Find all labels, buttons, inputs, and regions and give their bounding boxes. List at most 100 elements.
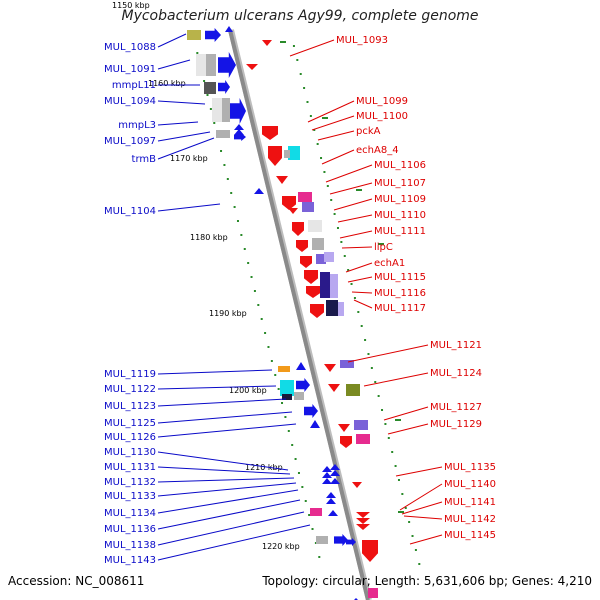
track-tick bbox=[381, 409, 384, 411]
leader-line bbox=[363, 372, 429, 387]
gene-block bbox=[326, 300, 338, 316]
leader-line bbox=[157, 33, 187, 48]
leader-line bbox=[157, 499, 301, 530]
track-tick bbox=[297, 472, 300, 474]
kbp-marker: 1190 kbp bbox=[209, 309, 247, 318]
gene-arrow-reverse bbox=[324, 364, 336, 372]
track-tick bbox=[401, 493, 404, 495]
track-tick bbox=[311, 528, 314, 530]
gene-label-MUL_1099: MUL_1099 bbox=[356, 96, 408, 107]
leader-line bbox=[329, 182, 373, 195]
track-tick bbox=[343, 255, 346, 257]
gene-label-mmpL3: mmpL3 bbox=[118, 120, 156, 131]
leader-line bbox=[289, 39, 335, 57]
leader-line bbox=[353, 299, 373, 309]
gene-arrow-reverse bbox=[262, 126, 278, 140]
leader-line bbox=[311, 115, 355, 131]
track-tick bbox=[411, 535, 414, 537]
track-tick bbox=[209, 108, 212, 110]
gene-arrow-reverse bbox=[246, 64, 258, 70]
track-tick bbox=[284, 416, 287, 418]
gene-arrow-reverse bbox=[282, 196, 296, 210]
track-tick bbox=[292, 45, 295, 47]
gene-arrow-forward bbox=[326, 492, 336, 498]
track-tick bbox=[314, 542, 317, 544]
gene-block bbox=[312, 238, 324, 250]
track-tick bbox=[274, 374, 277, 376]
track-tick bbox=[333, 213, 336, 215]
kbp-marker: 1200 kbp bbox=[229, 386, 267, 395]
track-tick bbox=[243, 248, 246, 250]
track-tick bbox=[304, 500, 307, 502]
gene-arrow-reverse bbox=[300, 256, 312, 268]
gene-block bbox=[196, 54, 206, 76]
gene-arrow-reverse bbox=[356, 524, 370, 530]
gene-arrow-forward bbox=[310, 420, 320, 428]
gene-arrow-forward bbox=[346, 538, 356, 546]
gene-label-MUL_1131: MUL_1131 bbox=[104, 462, 156, 473]
accession-text: Accession: NC_008611 bbox=[8, 574, 145, 588]
gene-block bbox=[282, 394, 292, 400]
track-tick bbox=[336, 227, 339, 229]
leader-line bbox=[307, 100, 355, 123]
track-tick bbox=[257, 304, 260, 306]
gene-arrow-reverse bbox=[362, 540, 378, 562]
backbone-line bbox=[228, 29, 370, 600]
gene-block bbox=[354, 420, 368, 430]
gene-label-lipC: lipC bbox=[374, 242, 393, 253]
leader-line bbox=[157, 121, 199, 126]
track-tick bbox=[203, 80, 206, 82]
gene-label-MUL_1132: MUL_1132 bbox=[104, 477, 156, 488]
track-tick bbox=[323, 171, 326, 173]
gene-arrow-forward bbox=[304, 404, 318, 418]
track-tick bbox=[347, 269, 350, 271]
track-tick bbox=[353, 297, 356, 299]
gene-block bbox=[346, 384, 360, 396]
track-tick bbox=[308, 514, 311, 516]
track-tick bbox=[213, 122, 216, 124]
gene-arrow-forward bbox=[225, 26, 233, 32]
gene-label-MUL_1104: MUL_1104 bbox=[104, 206, 156, 217]
track-tick bbox=[270, 360, 273, 362]
gene-block bbox=[356, 434, 370, 444]
gene-label-trmB: trmB bbox=[132, 154, 157, 165]
gene-arrow-reverse bbox=[340, 436, 352, 448]
gene-block bbox=[206, 54, 216, 76]
track-tick bbox=[233, 206, 236, 208]
track-tick bbox=[384, 423, 387, 425]
leader-line bbox=[157, 59, 191, 70]
leader-line bbox=[317, 130, 355, 141]
track-tick bbox=[320, 157, 323, 159]
gene-arrow-reverse bbox=[352, 482, 362, 488]
leader-line bbox=[157, 482, 297, 497]
gene-label-MUL_1136: MUL_1136 bbox=[104, 524, 156, 535]
gene-label-MUL_1117: MUL_1117 bbox=[374, 303, 426, 314]
kbp-marker: 1160 kbp bbox=[148, 79, 186, 88]
track-tick bbox=[394, 465, 397, 467]
gene-block bbox=[308, 220, 322, 232]
gene-block bbox=[187, 30, 201, 40]
leader-line bbox=[157, 100, 206, 105]
gene-arrow-forward bbox=[322, 478, 332, 484]
gene-arrow-reverse bbox=[310, 304, 324, 318]
gene-arrow-reverse bbox=[306, 286, 320, 298]
leader-line bbox=[325, 164, 373, 183]
gene-label-MUL_1119: MUL_1119 bbox=[104, 369, 156, 380]
track-tick bbox=[260, 318, 263, 320]
track-tick bbox=[206, 94, 209, 96]
track-tick bbox=[391, 451, 394, 453]
gene-label-mmpL11: mmpL11 bbox=[112, 80, 156, 91]
gene-arrow-reverse bbox=[356, 512, 370, 518]
leader-line bbox=[157, 451, 289, 471]
leader-line bbox=[157, 411, 293, 424]
gene-label-MUL_1127: MUL_1127 bbox=[430, 402, 482, 413]
gene-label-MUL_1115: MUL_1115 bbox=[374, 272, 426, 283]
kbp-marker: 1150 kbp bbox=[112, 1, 150, 10]
track-tick bbox=[287, 430, 290, 432]
leader-line bbox=[339, 230, 373, 239]
gene-arrow-forward bbox=[330, 478, 340, 484]
gene-label-MUL_1143: MUL_1143 bbox=[104, 555, 156, 566]
track-tick bbox=[240, 234, 243, 236]
leader-line bbox=[395, 466, 443, 477]
